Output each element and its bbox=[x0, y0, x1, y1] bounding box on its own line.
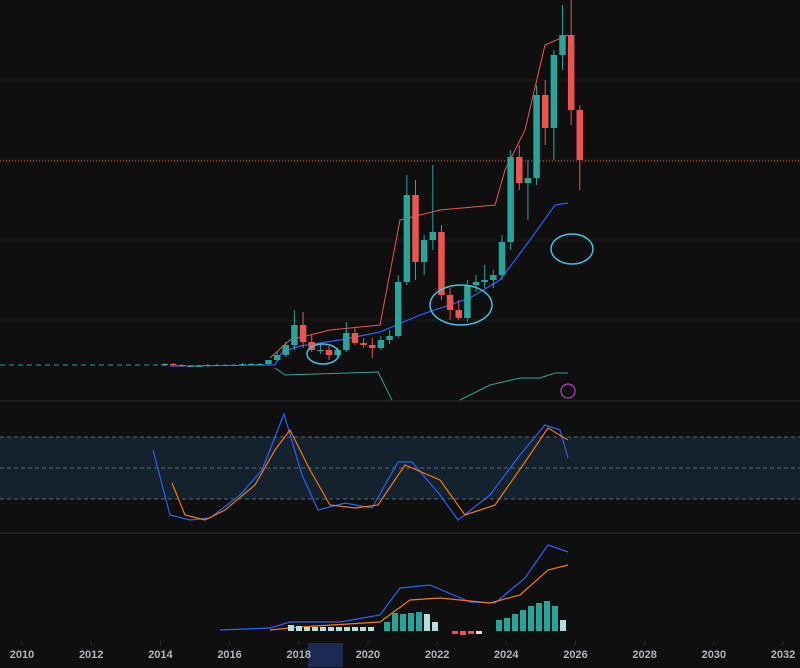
candle-body bbox=[455, 310, 462, 318]
candle-body bbox=[273, 355, 281, 360]
alert-icon[interactable] bbox=[560, 383, 576, 399]
x-tick-label: 2020 bbox=[356, 649, 380, 661]
x-tick-label: 2022 bbox=[425, 649, 449, 661]
candle-body bbox=[196, 366, 203, 367]
candle-body bbox=[386, 336, 393, 340]
candle-body bbox=[394, 282, 402, 336]
candle-body bbox=[481, 280, 488, 282]
candle-body bbox=[221, 365, 229, 366]
candle-body bbox=[559, 35, 566, 55]
candle-body bbox=[464, 285, 471, 318]
candle-body bbox=[412, 195, 419, 262]
candle-body bbox=[490, 275, 497, 280]
candle-body bbox=[472, 282, 480, 285]
candle-body bbox=[403, 195, 411, 282]
candle-body bbox=[161, 364, 168, 365]
x-tick-label: 2026 bbox=[563, 649, 587, 661]
candles bbox=[0, 0, 800, 367]
x-tick-label: 2030 bbox=[702, 649, 726, 661]
stoch-levels bbox=[0, 436, 800, 500]
candle-body bbox=[187, 366, 194, 367]
candle-body bbox=[446, 295, 454, 310]
candle-body bbox=[317, 350, 324, 351]
candle-body bbox=[239, 364, 246, 365]
x-tick-label: 2028 bbox=[632, 649, 656, 661]
stoch-k bbox=[152, 412, 569, 521]
candle-body bbox=[369, 345, 376, 348]
candle-body bbox=[308, 342, 315, 350]
candle-body bbox=[230, 365, 238, 366]
candle-body bbox=[334, 350, 341, 355]
lower-band bbox=[459, 372, 568, 401]
candle-body bbox=[567, 35, 575, 110]
candle-body bbox=[360, 343, 367, 345]
candle-body bbox=[438, 232, 445, 295]
x-tick-label: 2012 bbox=[79, 649, 103, 661]
candle-body bbox=[420, 240, 428, 262]
candle-body bbox=[247, 364, 255, 365]
candle-body bbox=[516, 157, 523, 183]
candle-body bbox=[507, 157, 514, 242]
candle-body bbox=[299, 325, 307, 342]
candle-body bbox=[170, 364, 177, 365]
x-tick-label: 2024 bbox=[494, 649, 519, 661]
candle-body bbox=[550, 55, 558, 128]
candle-body bbox=[576, 110, 584, 160]
x-tick-label: 2014 bbox=[148, 649, 173, 661]
candle-body bbox=[204, 365, 212, 366]
candle-body bbox=[178, 365, 186, 366]
candle-body bbox=[265, 360, 272, 364]
stoch-d bbox=[171, 427, 569, 521]
axis-highlight bbox=[308, 643, 343, 667]
candle-body bbox=[325, 350, 333, 355]
candle-body bbox=[498, 242, 506, 275]
candle-body bbox=[291, 325, 298, 345]
signal-line bbox=[269, 564, 569, 631]
histogram bbox=[288, 601, 566, 635]
candle-body bbox=[343, 333, 350, 350]
candle-body bbox=[282, 345, 290, 355]
time-axis bbox=[0, 641, 800, 668]
candle-body bbox=[377, 340, 385, 348]
candle-body bbox=[541, 95, 549, 128]
candle-body bbox=[256, 364, 264, 365]
macd-line bbox=[219, 544, 569, 631]
x-tick-label: 2032 bbox=[771, 649, 795, 661]
upper-average bbox=[269, 34, 569, 359]
lower-band bbox=[274, 367, 393, 401]
x-tick-label: 2018 bbox=[287, 649, 311, 661]
candle-body bbox=[351, 333, 359, 343]
candle-body bbox=[533, 95, 540, 178]
candle-body bbox=[524, 178, 532, 183]
x-tick-label: 2010 bbox=[10, 649, 34, 661]
candle-body bbox=[429, 232, 437, 240]
drawings bbox=[306, 233, 594, 365]
candle-body bbox=[213, 365, 220, 366]
x-tick-label: 2016 bbox=[217, 649, 241, 661]
